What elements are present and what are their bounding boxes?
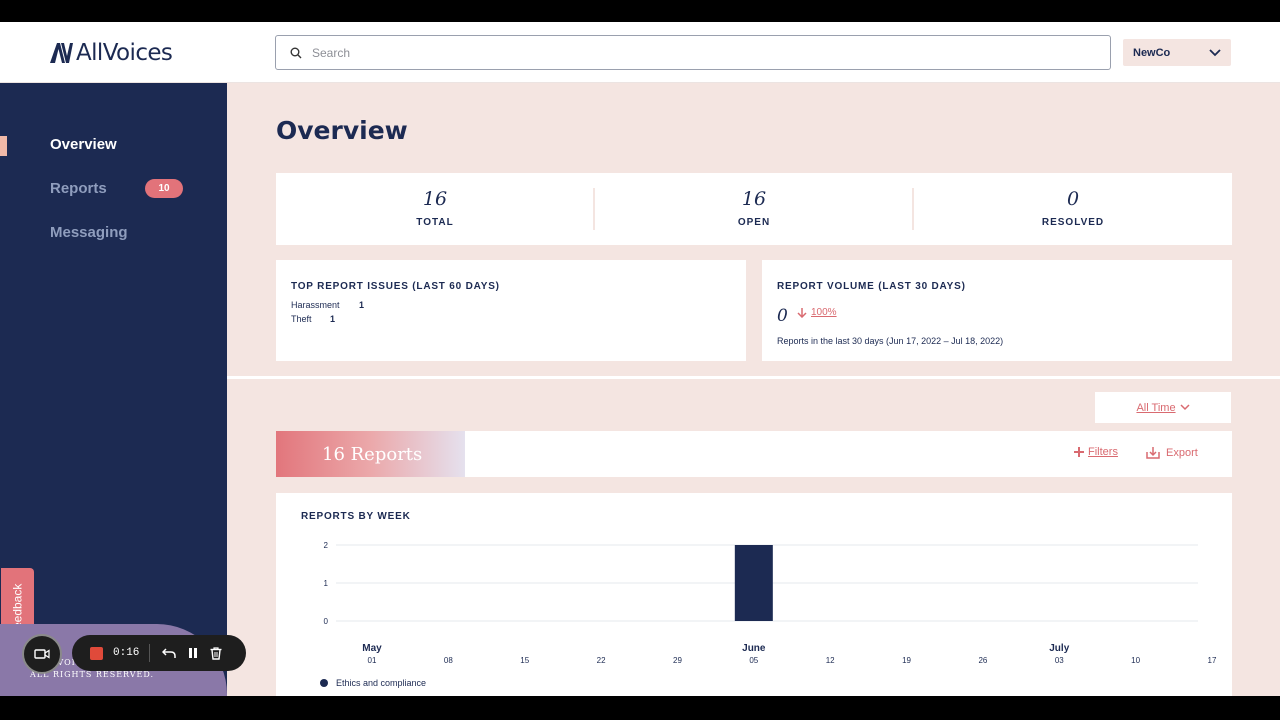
y-tick-label: 1 bbox=[324, 579, 329, 588]
reports-count-label: 16 Reports bbox=[322, 443, 423, 465]
reports-count-badge: 10 bbox=[145, 179, 183, 198]
recording-time: 0:16 bbox=[113, 647, 140, 659]
x-tick-label: 08 bbox=[444, 656, 453, 665]
time-range-label: All Time bbox=[1136, 401, 1176, 414]
section-divider bbox=[227, 376, 1280, 379]
active-nav-marker bbox=[0, 136, 7, 156]
report-volume-change[interactable]: 100% bbox=[797, 307, 837, 318]
pause-icon bbox=[189, 648, 198, 658]
page-title: Overview bbox=[276, 116, 408, 145]
search-box[interactable] bbox=[275, 35, 1111, 70]
y-tick-label: 2 bbox=[324, 541, 329, 550]
recorder-divider bbox=[149, 644, 151, 662]
download-icon bbox=[1146, 447, 1160, 459]
stat-total: 16 TOTAL bbox=[276, 173, 594, 245]
chevron-down-icon bbox=[1209, 48, 1221, 56]
stat-total-value: 16 bbox=[422, 188, 448, 210]
search-icon bbox=[290, 47, 302, 58]
legend-label: Ethics and compliance bbox=[336, 678, 427, 688]
main-content: Overview 16 TOTAL 16 OPEN 0 RESOLVED TOP… bbox=[227, 83, 1280, 696]
chart-legend: Ethics and compliance bbox=[320, 678, 426, 688]
x-tick-label: 22 bbox=[597, 656, 606, 665]
stat-divider bbox=[593, 188, 595, 230]
stat-resolved: 0 RESOLVED bbox=[914, 173, 1232, 245]
logo-text: AllVoices bbox=[76, 40, 173, 66]
month-label: May bbox=[362, 643, 382, 654]
search-input[interactable] bbox=[312, 45, 1072, 60]
export-label: Export bbox=[1166, 446, 1198, 459]
stat-open-label: OPEN bbox=[737, 217, 771, 228]
undo-button[interactable] bbox=[162, 647, 177, 659]
x-tick-label: 10 bbox=[1131, 656, 1140, 665]
video-camera-icon bbox=[34, 649, 50, 659]
pause-button[interactable] bbox=[188, 647, 198, 659]
x-tick-label: 26 bbox=[978, 656, 987, 665]
sidebar-item-messaging[interactable]: Messaging bbox=[50, 224, 128, 241]
x-tick-label: 12 bbox=[826, 656, 835, 665]
x-tick-label: 01 bbox=[368, 656, 377, 665]
x-tick-label: 17 bbox=[1208, 656, 1217, 665]
reports-toolbar: 16 Reports Filters Export bbox=[276, 431, 1232, 477]
org-name: NewCo bbox=[1133, 46, 1171, 59]
month-label: June bbox=[742, 643, 766, 654]
time-range-dropdown[interactable]: All Time bbox=[1095, 392, 1231, 423]
x-tick-label: 29 bbox=[673, 656, 682, 665]
sidebar: Overview Reports 10 Messaging Feedback ©… bbox=[0, 83, 227, 696]
chart-bar bbox=[734, 545, 773, 621]
org-selector[interactable]: NewCo bbox=[1123, 39, 1231, 66]
top-issues-card: TOP REPORT ISSUES (LAST 60 DAYS) Harassm… bbox=[276, 260, 746, 361]
app-window: AllVoices NewCo Overview Reports 10 Mess… bbox=[0, 22, 1280, 696]
filters-label: Filters bbox=[1088, 446, 1118, 458]
x-tick-label: 05 bbox=[749, 656, 758, 665]
y-tick-label: 0 bbox=[324, 617, 329, 626]
stat-total-label: TOTAL bbox=[416, 217, 454, 228]
export-button[interactable]: Export bbox=[1146, 446, 1198, 459]
reports-count-header: 16 Reports bbox=[276, 431, 465, 477]
rights-text: ALL RIGHTS RESERVED. bbox=[30, 670, 155, 679]
issue-count: 1 bbox=[330, 314, 336, 324]
copyright-text: ©ALLVOICES bbox=[30, 658, 97, 667]
chart-title: REPORTS BY WEEK bbox=[301, 511, 411, 522]
legend-swatch bbox=[320, 679, 328, 687]
delete-recording-button[interactable] bbox=[210, 646, 222, 660]
report-volume-change-text: 100% bbox=[811, 307, 837, 318]
stop-recording-button[interactable] bbox=[90, 646, 103, 660]
x-tick-label: 03 bbox=[1055, 656, 1064, 665]
x-tick-label: 15 bbox=[520, 656, 529, 665]
top-issues-title: TOP REPORT ISSUES (LAST 60 DAYS) bbox=[291, 281, 500, 292]
issue-name: Theft bbox=[291, 314, 312, 324]
x-tick-label: 19 bbox=[902, 656, 911, 665]
stat-open-value: 16 bbox=[741, 188, 767, 210]
filters-button[interactable]: Filters bbox=[1074, 446, 1118, 458]
stat-open: 16 OPEN bbox=[595, 173, 913, 245]
camera-toggle-button[interactable] bbox=[22, 634, 62, 674]
top-header: AllVoices NewCo bbox=[0, 22, 1280, 83]
arrow-down-icon bbox=[797, 308, 807, 318]
report-volume-caption: Reports in the last 30 days (Jun 17, 202… bbox=[777, 336, 1004, 346]
plus-icon bbox=[1074, 447, 1084, 457]
stats-card: 16 TOTAL 16 OPEN 0 RESOLVED bbox=[276, 173, 1232, 245]
stat-resolved-value: 0 bbox=[1066, 188, 1080, 210]
stat-resolved-label: RESOLVED bbox=[1041, 217, 1105, 228]
month-label: July bbox=[1049, 643, 1069, 654]
issue-name: Harassment bbox=[291, 300, 340, 310]
report-volume-card: REPORT VOLUME (LAST 30 DAYS) 0 100% Repo… bbox=[762, 260, 1232, 361]
issue-count: 1 bbox=[359, 300, 365, 310]
sidebar-item-reports[interactable]: Reports bbox=[50, 180, 107, 197]
allvoices-logo-icon bbox=[50, 43, 73, 63]
chevron-down-icon bbox=[1180, 404, 1190, 411]
logo[interactable]: AllVoices bbox=[49, 40, 173, 66]
report-volume-title: REPORT VOLUME (LAST 30 DAYS) bbox=[777, 281, 966, 292]
trash-icon bbox=[210, 646, 222, 660]
recorder-toolbar: 0:16 bbox=[72, 635, 246, 671]
report-volume-value: 0 bbox=[777, 306, 788, 326]
undo-icon bbox=[162, 648, 177, 658]
stat-divider bbox=[912, 188, 914, 230]
reports-by-week-card: REPORTS BY WEEK 0 1 2 01 08 15 22 29 05 12 19 26 03 1… bbox=[276, 493, 1232, 696]
sidebar-item-overview[interactable]: Overview bbox=[50, 136, 117, 153]
